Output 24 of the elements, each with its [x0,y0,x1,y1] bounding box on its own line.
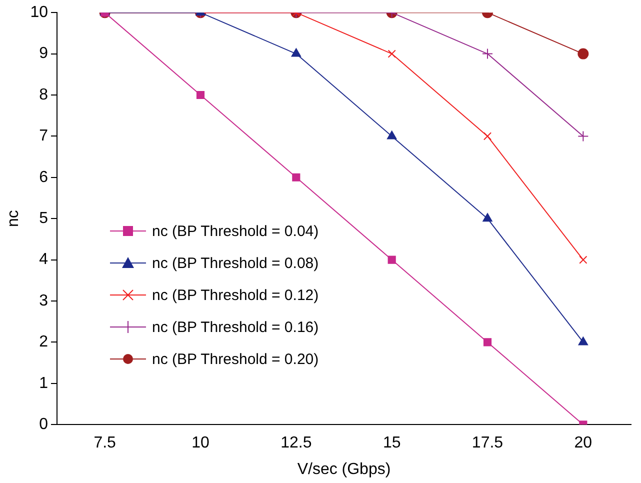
x-tick-label: 20 [574,434,592,452]
legend-label: nc (BP Threshold = 0.12) [152,286,319,304]
y-tick-label: 5 [39,210,48,228]
y-tick-label: 7 [39,128,48,145]
y-tick-label: 9 [39,45,48,62]
y-tick-label: 10 [30,4,48,22]
x-tick-label: 15 [382,434,401,452]
x-tick-label: 12.5 [280,434,312,452]
x-tick-label: 17.5 [472,434,504,452]
y-tick-label: 8 [39,86,48,104]
legend-label: nc (BP Threshold = 0.04) [152,222,319,240]
x-axis-title: V/sec (Gbps) [297,460,391,478]
y-tick-label: 3 [39,292,48,310]
y-tick-label: 2 [39,334,48,351]
legend-label: nc (BP Threshold = 0.20) [152,350,319,368]
y-tick-label: 4 [39,251,48,268]
y-tick-label: 6 [39,168,48,186]
y-tick-label: 1 [39,374,48,392]
legend-label: nc (BP Threshold = 0.08) [152,254,319,272]
y-axis-title: nc [5,210,22,228]
x-tick-label: 7.5 [94,434,116,452]
y-tick-label: 0 [39,416,48,434]
legend-label: nc (BP Threshold = 0.16) [152,318,319,336]
x-tick-label: 10 [192,434,210,452]
